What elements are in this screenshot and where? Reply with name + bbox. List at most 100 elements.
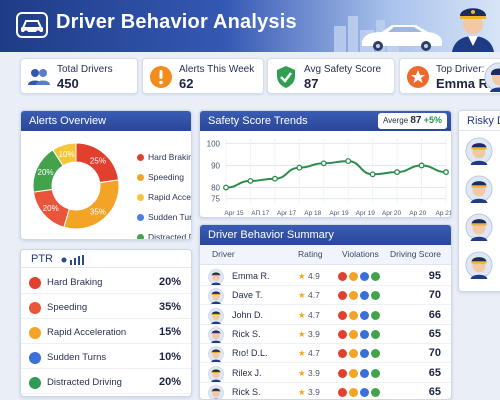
driver-avatar-icon [208,365,224,382]
safety-trend-line-chart: 75 80 90 100 Apr 15 ΑΠ 17 Apr 17 Ap 18 Apr 19 Apr… [207,139,451,217]
safety-trends-panel: Safety Score Trends Averge 87 +5% 75 80 90… [199,110,452,218]
driver-avatar-icon [208,269,224,285]
table-row[interactable]: Rick S. ★ 3.9 65 [200,383,451,399]
kpi-value: 450 [57,76,79,91]
data-point[interactable] [418,162,425,169]
driving-score: 70 [428,347,441,360]
risky-driver-avatar-icon[interactable] [465,175,493,203]
violation-icons [338,387,382,397]
driver-avatar-icon [208,307,224,324]
data-point[interactable] [223,184,229,191]
y-tick-label: 100 [207,139,221,148]
driver-name: Rilex J. [232,367,262,378]
ptr-row[interactable]: Sudden Turns 10% [21,347,191,369]
car-illustration-icon [362,25,442,51]
table-row[interactable]: Rilex J. ★ 3.9 65 [200,364,451,383]
ptr-row[interactable]: Speeding 35% [21,297,191,319]
column-header[interactable]: Driver [212,249,235,259]
data-point[interactable] [443,169,449,176]
driver-name: Emma R. [232,271,270,281]
violation-icon [360,387,369,397]
column-header[interactable]: Driving Score [390,249,442,259]
driver-rating: ★ 4.9 [298,271,320,282]
rating-value: 4.7 [307,309,320,320]
panel-title: Risky Dri [459,111,500,131]
table-row[interactable]: Rıo! D.L. ★ 4.7 70 [200,344,451,364]
slice-label: 10% [59,150,75,159]
legend-item[interactable]: Sudden Turns [137,207,191,227]
driver-rating: ★ 4.7 [298,348,320,359]
data-point[interactable] [247,177,254,184]
ptr-label: Rapid Acceleration [47,327,127,338]
ptr-label: Speeding [47,302,88,313]
x-tick-label: Ap 18 [304,210,321,217]
violation-icons [338,272,382,281]
x-tick-label: Apr 19 [329,210,349,217]
data-point[interactable] [320,160,327,167]
rating-value: 4.9 [307,271,320,281]
legend-item[interactable]: Hard Braking [137,147,191,167]
column-header[interactable]: Violations [342,249,379,259]
column-header[interactable]: Rating [298,249,323,259]
violation-icon [360,310,369,320]
table-row[interactable]: Rick S. ★ 3.9 65 [200,325,451,344]
table-row[interactable]: Dave T. ★ 4.7 70 [200,286,451,306]
violation-icon [371,387,380,397]
data-point[interactable] [394,169,401,176]
alerts-overview-panel: Alerts Overview 25% 35% 20% 20% 10% Hard Bra… [20,110,192,240]
kpi-label: Alerts This Week [179,64,255,75]
risky-driver-avatar-icon[interactable] [465,251,493,279]
driver-mascot-icon [452,8,494,52]
ptr-header: PTR [21,250,191,268]
y-tick-label: 90 [211,161,220,170]
kpi-label: Top Driver: [436,64,485,75]
y-tick-label: 75 [211,195,220,204]
driver-name: Rıo! D.L. [232,348,268,359]
driver-name: Dave T. [232,290,263,301]
star-icon: ★ [298,348,308,359]
driver-rating: ★ 3.9 [298,368,320,379]
kpi-value: 62 [179,76,194,91]
donut-slice[interactable] [52,142,77,167]
data-point[interactable] [345,158,352,165]
alerts-donut-chart: 25% 35% 20% 20% 10% [32,142,120,230]
driver-rating: ★ 3.9 [298,329,320,340]
legend-item[interactable]: Speeding [137,167,191,187]
violation-icon [349,272,358,281]
driver-rating: ★ 4.7 [298,290,320,301]
alert-type-icon [29,302,41,314]
legend-item[interactable]: Distracted Driving [137,227,191,239]
slice-label: 20% [43,204,59,213]
kpi-alerts-week[interactable]: Alerts This Week 62 [142,58,264,94]
violation-icon [338,329,347,339]
driver-rating: ★ 3.9 [298,387,320,398]
risky-driver-avatar-icon[interactable] [465,137,493,165]
data-point[interactable] [271,175,278,182]
data-point[interactable] [296,164,303,171]
table-row[interactable]: John D. ★ 4.7 66 [200,306,451,325]
driver-rating: ★ 4.7 [298,310,320,321]
violation-icon [371,291,380,301]
donut-hole [53,163,99,209]
ptr-row[interactable]: Rapid Acceleration 15% [21,322,191,344]
legend-item[interactable]: Rapid Acceleration [137,187,191,207]
legend-swatch [137,193,144,201]
risky-driver-avatar-icon[interactable] [465,213,493,241]
ptr-row[interactable]: Distracted Driving 20% [21,372,191,394]
x-tick-label: Apr 19 [356,210,376,217]
panel-title: Alerts Overview [21,111,191,131]
violation-icon [371,272,380,281]
violation-icon [371,349,380,359]
legend-label: Hard Braking [148,152,191,162]
kpi-top-driver[interactable]: Top Driver: Emma R. [399,58,500,94]
data-point[interactable] [369,171,376,178]
ptr-row[interactable]: Hard Braking 20% [21,272,191,294]
kpi-avg-safety[interactable]: Avg Safety Score 87 [267,58,395,94]
alert-type-icon [29,327,41,339]
table-row[interactable]: Emma R. ★ 4.9 95 [200,267,451,286]
alert-type-icon [29,352,41,364]
star-icon: ★ [298,271,308,281]
alerts-legend: Hard Braking Speeding Rapid Acceleration Su… [137,147,191,239]
ptr-panel: PTR Hard Braking 20% Speeding 35% Rapid Acce… [20,249,192,397]
kpi-total-drivers[interactable]: Total Drivers 450 [20,58,138,94]
